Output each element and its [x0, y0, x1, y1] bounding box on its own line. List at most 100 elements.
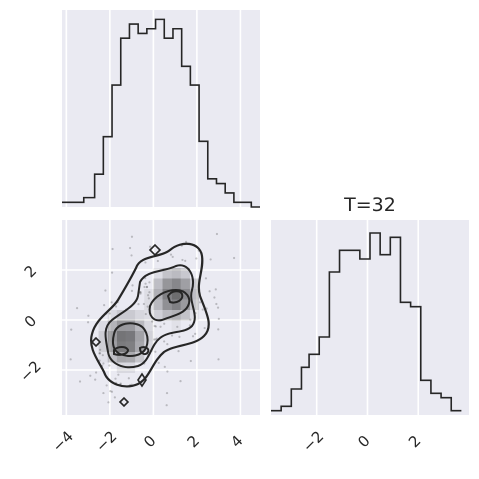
joint-scatter-point: [78, 380, 82, 383]
joint-scatter-point: [113, 396, 116, 399]
joint-scatter-point: [98, 352, 101, 355]
joint-density-cell: [162, 278, 172, 289]
contour-island-4: [118, 396, 130, 408]
joint-scatter-point: [178, 335, 181, 338]
x-marginal-background: [62, 10, 260, 207]
joint-scatter-point: [114, 377, 117, 380]
joint-density-cell: [180, 299, 190, 310]
joint-scatter-point: [110, 390, 114, 393]
joint-scatter-point: [209, 258, 212, 261]
joint-density-cell: [162, 310, 172, 321]
joint-scatter-point: [181, 258, 184, 262]
joint-density-cell: [107, 341, 117, 352]
x-marginal-histogram: [62, 18, 260, 208]
joint-scatter-point: [99, 348, 102, 351]
joint-scatter-point: [139, 292, 142, 295]
joint-scatter-point: [146, 305, 149, 308]
joint-scatter-point: [195, 257, 198, 260]
joint-scatter-point: [201, 308, 204, 311]
joint-scatter-point: [87, 314, 90, 317]
y-marginal-title: T=32: [343, 194, 396, 216]
joint-density-cell: [98, 341, 108, 352]
joint-scatter-point: [232, 256, 236, 260]
joint-scatter-point: [166, 370, 169, 373]
joint-x-tick-label: −2: [92, 427, 120, 455]
joint-scatter-point: [137, 303, 140, 306]
joint-scatter-point: [117, 373, 120, 376]
joint-scatter-point: [75, 306, 79, 310]
joint-scatter-point: [214, 288, 217, 291]
joint-density-cell: [116, 352, 126, 363]
joint-scatter-point: [104, 289, 107, 292]
joint-density-cell: [135, 310, 145, 321]
joint-scatter-point: [144, 312, 147, 316]
contour-level-4c: [166, 290, 184, 304]
contour-level-1: [90, 242, 210, 388]
joint-scatter-point: [154, 325, 157, 328]
contour-level-2: [104, 264, 196, 369]
joint-scatter-point: [215, 302, 218, 306]
joint-density-cell: [135, 341, 145, 352]
joint-y-tick-label: 0: [21, 312, 40, 331]
joint-contour-lines: [90, 242, 210, 408]
joint-scatter-point: [184, 240, 188, 243]
joint-y-tick-label: −2: [16, 357, 44, 385]
joint-scatter-point: [107, 401, 110, 404]
joint-scatter-point: [169, 253, 173, 256]
joint-scatter-point: [179, 380, 182, 383]
joint-density-cell: [162, 299, 172, 310]
joint-density-cell: [162, 268, 172, 279]
joint-density-cell: [144, 289, 154, 300]
joint-scatter-point: [110, 271, 114, 274]
contour-island-3: [137, 372, 147, 388]
contour-level-3b: [148, 288, 191, 322]
joint-scatter-point: [102, 391, 105, 395]
joint-density-cell: [107, 352, 117, 363]
joint-scatter-point: [143, 285, 146, 289]
y-marginal-tick-label: −2: [299, 427, 327, 455]
joint-density-cell: [125, 331, 136, 342]
joint-scatter-point: [159, 325, 162, 328]
joint-density-cell: [144, 331, 154, 342]
joint-scatter-point: [188, 324, 192, 327]
joint-scatter-point: [149, 245, 152, 248]
joint-scatter-point: [153, 324, 156, 328]
joint-scatter-point: [215, 232, 219, 236]
joint-scatter-point: [203, 326, 206, 330]
joint-scatter-point: [165, 391, 169, 395]
joint-scatter-point: [131, 284, 134, 287]
joint-scatter-point: [102, 362, 105, 365]
joint-density-cell: [153, 289, 163, 300]
joint-scatter-point: [127, 377, 130, 380]
joint-density-cell: [135, 331, 145, 342]
joint-density-cell: [116, 362, 126, 373]
joint-scatter-point: [108, 312, 111, 315]
joint-density-cell: [189, 289, 200, 300]
joint-scatter-point: [204, 277, 208, 280]
joint-density-cell: [125, 352, 136, 363]
joint-scatter-point: [216, 306, 220, 309]
contour-island-1: [148, 243, 162, 257]
joint-density-cell: [135, 352, 145, 363]
joint-scatter-point: [69, 358, 72, 361]
y-marginal-grid: [315, 220, 420, 415]
joint-scatter-point: [163, 365, 166, 368]
joint-density-cell: [171, 289, 181, 300]
joint-x-tick-label: −4: [49, 427, 77, 455]
joint-scatter-point: [125, 214, 127, 216]
x-marginal-panel: [62, 10, 260, 208]
joint-scatter-point: [139, 291, 142, 294]
joint-scatter-point: [105, 384, 108, 387]
y-marginal-tick-label: 2: [405, 432, 424, 451]
joint-density-cell: [116, 331, 126, 342]
joint-density-cell: [153, 310, 163, 321]
joint-density-cell: [107, 331, 117, 342]
joint-scatter-point: [98, 352, 102, 355]
joint-scatter-point: [145, 286, 148, 289]
joint-density-cell: [144, 299, 154, 310]
joint-scatter-point: [189, 318, 192, 321]
x-marginal-grid: [65, 10, 242, 207]
joint-density-cell: [98, 352, 108, 363]
joint-x-tick-label: 0: [140, 432, 159, 451]
